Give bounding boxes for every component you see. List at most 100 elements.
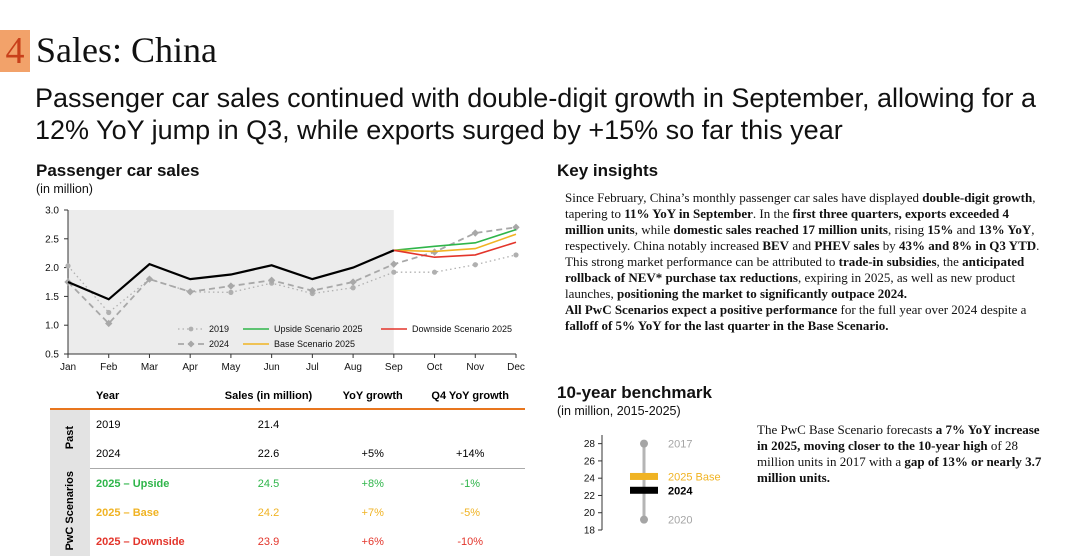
table-cell: 24.5 (257, 477, 280, 490)
table-header: YoY growth (330, 384, 416, 410)
legend-label: Downside Scenario 2025 (412, 324, 512, 334)
table-row: Past 2019 21.4 (50, 409, 525, 469)
y-tick-label: 1.0 (45, 321, 59, 332)
benchmark-label: 2024 (668, 485, 693, 497)
table-cell: 22.6 (207, 439, 330, 469)
table-cell: 2024 (90, 439, 207, 469)
insight-bold: 43% and 8% in Q3 YTD (899, 238, 1037, 253)
section-number: 4 (0, 30, 30, 72)
x-tick-label: Jun (264, 362, 280, 373)
insight-text: , the (936, 254, 963, 269)
table-cell (415, 409, 525, 439)
legend-label: 2019 (209, 324, 229, 334)
point-2019 (431, 269, 438, 275)
insight-text: . In the (752, 206, 793, 221)
table-cell: -10% (457, 535, 484, 548)
insight-text: . This strong market performance can be … (565, 238, 1040, 269)
table-row: PwC Scenarios 2025 – Upside 24.5 +8% -1% (50, 468, 525, 556)
insight-bold: falloff of 5% YoY for the last quarter i… (565, 318, 889, 333)
x-tick-label: May (221, 362, 240, 373)
insight-text: and (953, 222, 979, 237)
table-header: Sales (in million) (207, 384, 330, 410)
x-tick-label: Dec (507, 362, 525, 373)
legend-label: Upside Scenario 2025 (274, 324, 363, 334)
series-line-base-scenario-2025 (393, 233, 517, 253)
series-line-upside-scenario-2025 (393, 228, 517, 252)
y-tick-label: 2.5 (45, 234, 59, 245)
point-2024 (308, 286, 317, 295)
table-group-label: Past (50, 409, 90, 469)
benchmark-bar-2025-base (630, 472, 658, 480)
table-header-row: Year Sales (in million) YoY growth Q4 Yo… (50, 384, 525, 410)
benchmark-tick-label: 18 (584, 526, 596, 537)
y-tick-label: 3.0 (45, 206, 59, 217)
chart-subtitle: (in million) (36, 182, 93, 196)
x-tick-label: Nov (466, 362, 484, 373)
point-2019 (472, 262, 478, 268)
x-tick-label: Apr (182, 362, 198, 373)
point-2024 (145, 275, 154, 283)
benchmark-point-2020 (640, 515, 648, 524)
insight-bold: domestic sales reached 17 million units (673, 222, 888, 237)
group-label-text: Past (64, 426, 76, 450)
point-2019 (391, 269, 397, 275)
table-cell: 21.4 (257, 418, 280, 431)
benchmark-tick-label: 22 (584, 491, 596, 502)
point-2024 (186, 288, 194, 296)
benchmark-tick-label: 28 (584, 439, 596, 450)
series-line-2025-actual (67, 249, 395, 301)
point-2019 (106, 309, 112, 316)
insight-text: , expiring in 2025, as well as new produ… (565, 270, 1016, 301)
benchmark-title: 10-year benchmark (557, 383, 712, 402)
x-tick-label: Sep (385, 362, 403, 373)
sales-table: Year Sales (in million) YoY growth Q4 Yo… (50, 384, 525, 556)
benchmark-text: The PwC Base Scenario forecasts a 7% YoY… (757, 422, 1047, 486)
table-row: 2024 22.6 +5% +14% (50, 439, 525, 469)
point-2019 (228, 289, 234, 295)
legend-label: Base Scenario 2025 (274, 339, 355, 349)
insight-bold: trade-in subsidies (838, 254, 937, 269)
insights-body: Since February, China’s monthly passenge… (565, 190, 1045, 334)
table-cell: 2025 – Base (96, 506, 159, 519)
benchmark-plain: The PwC Base Scenario forecasts (757, 422, 936, 437)
benchmark-tick-label: 26 (584, 456, 596, 467)
x-tick-label: Jul (306, 362, 319, 373)
legend-marker (188, 326, 194, 332)
insight-text: , while (634, 222, 674, 237)
insight-bold: All PwC Scenarios expect a positive perf… (565, 302, 838, 317)
insight-text: Since February, China’s monthly passenge… (565, 190, 923, 205)
insight-bold: first three quarters, exports exceeded 4… (565, 206, 1009, 237)
series-line-2019 (67, 254, 517, 314)
benchmark-bold: gap of 13% or nearly 3.7 million units. (757, 454, 1042, 485)
point-2024 (471, 229, 479, 237)
insight-text: , tapering to (565, 190, 1036, 221)
table-cell: 24.2 (257, 506, 280, 519)
table-header-spacer (50, 384, 90, 410)
insight-text: for the full year over 2024 despite a (837, 302, 1027, 317)
insight-text: and (789, 238, 815, 253)
insight-bold: PHEV sales (814, 238, 880, 253)
series-line-downside-scenario-2025 (393, 241, 517, 259)
insight-text: , respectively. China notably increased (565, 222, 1035, 253)
series-line-2024 (67, 226, 517, 325)
benchmark-bold: a 7% YoY increase in 2025, moving closer… (757, 422, 1040, 453)
table-cell: +14% (415, 439, 525, 469)
insight-bold: 15% (927, 222, 954, 237)
table-cell: 2025 – Upside (96, 477, 170, 490)
x-tick-label: Aug (344, 362, 362, 373)
benchmark-label: 2025 Base (668, 471, 721, 483)
insight-bold: double-digit growth (922, 190, 1033, 205)
insight-bold: BEV (762, 238, 790, 253)
legend-marker (187, 340, 195, 348)
benchmark-label: 2017 (668, 439, 692, 451)
table-cell: 2025 – Downside (96, 535, 185, 548)
insights-title: Key insights (557, 161, 659, 180)
group-label-text: PwC Scenarios (64, 471, 76, 551)
point-2019 (65, 263, 71, 269)
benchmark-plain: of 28 million units in 2017 with a (757, 438, 1018, 469)
table-cell: -5% (460, 506, 480, 519)
benchmark-subtitle: (in million, 2015-2025) (557, 404, 681, 418)
point-2024 (227, 282, 235, 290)
page-title: Sales: China (36, 30, 217, 70)
table-row: 2025 – Base 24.2 +7% -5% (50, 498, 525, 527)
